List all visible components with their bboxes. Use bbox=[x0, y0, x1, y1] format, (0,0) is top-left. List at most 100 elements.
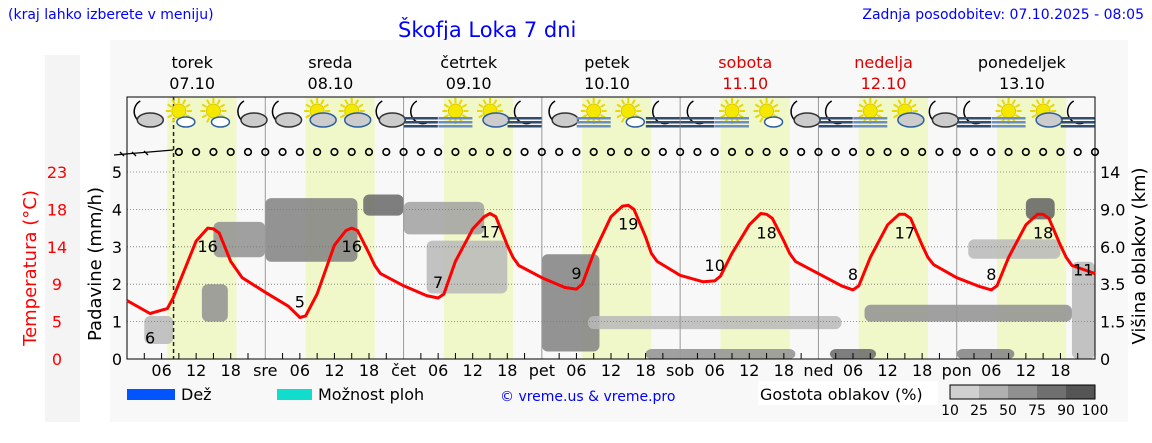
wind-calm-marker bbox=[209, 147, 218, 157]
temp-label: 18 bbox=[756, 223, 776, 242]
cloud-height-tick: 14 bbox=[1100, 163, 1120, 182]
wind-calm-marker bbox=[503, 147, 512, 157]
cloud-patch bbox=[1025, 198, 1055, 220]
wind-calm-marker bbox=[918, 147, 927, 157]
cloud-height-tick: 0 bbox=[1100, 350, 1110, 369]
sun-fog-icon bbox=[715, 98, 749, 128]
wind-calm-marker bbox=[641, 147, 650, 157]
wind-calm-marker bbox=[589, 147, 598, 157]
wind-calm-marker bbox=[243, 147, 253, 157]
day-name: četrtek bbox=[440, 53, 498, 72]
wind-calm-marker bbox=[555, 147, 564, 157]
cloud-patch bbox=[144, 315, 174, 345]
moon-fog-icon bbox=[680, 100, 715, 128]
wind-barb bbox=[113, 149, 174, 157]
wind-calm-marker bbox=[866, 147, 875, 157]
cloud-density-scale-step bbox=[950, 385, 979, 399]
wind-calm-marker bbox=[710, 147, 719, 157]
sun-cloud-icon bbox=[477, 98, 510, 128]
cloud-patch bbox=[587, 315, 842, 330]
showers-legend-swatch bbox=[277, 389, 312, 400]
day-name: nedelja bbox=[854, 53, 913, 72]
wind-calm-marker bbox=[831, 147, 840, 157]
sun-fog-icon bbox=[991, 98, 1026, 128]
wind-calm-marker bbox=[1021, 147, 1030, 157]
temp-label: 17 bbox=[895, 223, 915, 242]
temp-label: 5 bbox=[295, 293, 305, 312]
wind-calm-marker bbox=[382, 147, 391, 157]
cloud-height-tick: 1.5 bbox=[1100, 313, 1125, 332]
temperature-line bbox=[126, 203, 1096, 319]
precip-tick: 4 bbox=[112, 200, 122, 219]
precip-tick: 2 bbox=[112, 275, 122, 294]
x-tick-hour: 12 bbox=[739, 361, 759, 380]
wind-calm-marker bbox=[520, 147, 529, 157]
x-tick-day: sob bbox=[666, 361, 694, 380]
rain-legend-label: Dež bbox=[181, 385, 212, 404]
day-date: 07.10 bbox=[169, 74, 215, 93]
cloud-density-scale-step bbox=[1066, 385, 1095, 399]
cloud-density-tick: 50 bbox=[999, 403, 1017, 419]
temp-label: 7 bbox=[433, 273, 443, 292]
location-hint-link[interactable]: (kraj lahko izberete v meniju) bbox=[8, 7, 214, 23]
day-name: ponedeljek bbox=[978, 53, 1067, 72]
temp-label: 10 bbox=[705, 256, 725, 275]
sun-cloud-small-icon bbox=[165, 98, 196, 128]
x-tick-hour: 06 bbox=[151, 361, 171, 380]
day-date: 11.10 bbox=[722, 74, 768, 93]
x-tick-hour: 18 bbox=[1050, 361, 1070, 380]
wind-calm-marker bbox=[468, 147, 477, 157]
cloud-density-tick: 75 bbox=[1028, 403, 1046, 419]
cloud-patch bbox=[403, 201, 485, 235]
day-name: sobota bbox=[718, 53, 772, 72]
wind-calm-marker bbox=[900, 147, 909, 157]
wind-calm-marker bbox=[347, 147, 356, 157]
wind-calm-marker bbox=[174, 147, 183, 157]
cloud-density-scale-step bbox=[979, 385, 1008, 399]
x-tick-hour: 18 bbox=[912, 361, 932, 380]
wind-calm-marker bbox=[1056, 147, 1065, 157]
wind-calm-marker bbox=[797, 147, 806, 157]
moon-fog-icon bbox=[645, 100, 680, 128]
wind-calm-marker bbox=[1073, 147, 1082, 157]
x-tick-hour: 06 bbox=[290, 361, 310, 380]
x-tick-hour: 12 bbox=[463, 361, 483, 380]
page-title: Škofja Loka 7 dni bbox=[398, 18, 577, 42]
temp-label: 6 bbox=[145, 328, 155, 347]
wind-calm-marker bbox=[762, 147, 771, 157]
copyright-link[interactable]: © vreme.us & vreme.pro bbox=[500, 389, 675, 405]
wind-calm-marker bbox=[727, 147, 737, 157]
temp-label: 8 bbox=[848, 265, 858, 284]
wind-calm-marker bbox=[883, 147, 892, 157]
temp-label: 19 bbox=[618, 214, 638, 233]
wind-calm-marker bbox=[848, 147, 858, 157]
wind-calm-marker bbox=[1004, 147, 1013, 157]
temp-label: 11 bbox=[1073, 261, 1093, 280]
moon-cloud-icon bbox=[790, 100, 821, 128]
x-tick-day: pet bbox=[529, 361, 555, 380]
x-tick-hour: 06 bbox=[843, 361, 863, 380]
wind-calm-marker bbox=[987, 147, 996, 157]
x-tick-hour: 12 bbox=[1016, 361, 1036, 380]
temp-label: 16 bbox=[342, 237, 362, 256]
day-name: torek bbox=[171, 53, 213, 72]
sun-cloud-icon bbox=[338, 98, 372, 128]
wind-calm-marker bbox=[693, 147, 702, 157]
cloud-patch bbox=[201, 284, 228, 322]
wind-calm-marker bbox=[676, 147, 685, 157]
wind-calm-marker bbox=[624, 147, 633, 157]
moon-cloud-icon bbox=[237, 100, 268, 128]
day-date: 12.10 bbox=[861, 74, 907, 93]
wind-calm-marker bbox=[485, 147, 495, 157]
x-tick-hour: 12 bbox=[877, 361, 897, 380]
cloud-density-tick: 100 bbox=[1082, 403, 1109, 419]
wind-calm-marker bbox=[278, 147, 287, 157]
last-update: Zadnja posodobitev: 07.10.2025 - 08:05 bbox=[862, 7, 1144, 23]
x-tick-day: sre bbox=[253, 361, 277, 380]
cloud-patch bbox=[1071, 261, 1095, 359]
cloud-patch bbox=[956, 349, 1015, 359]
cloud-patch bbox=[363, 194, 404, 216]
wind-calm-marker bbox=[658, 147, 667, 157]
wind-calm-marker bbox=[313, 147, 322, 157]
